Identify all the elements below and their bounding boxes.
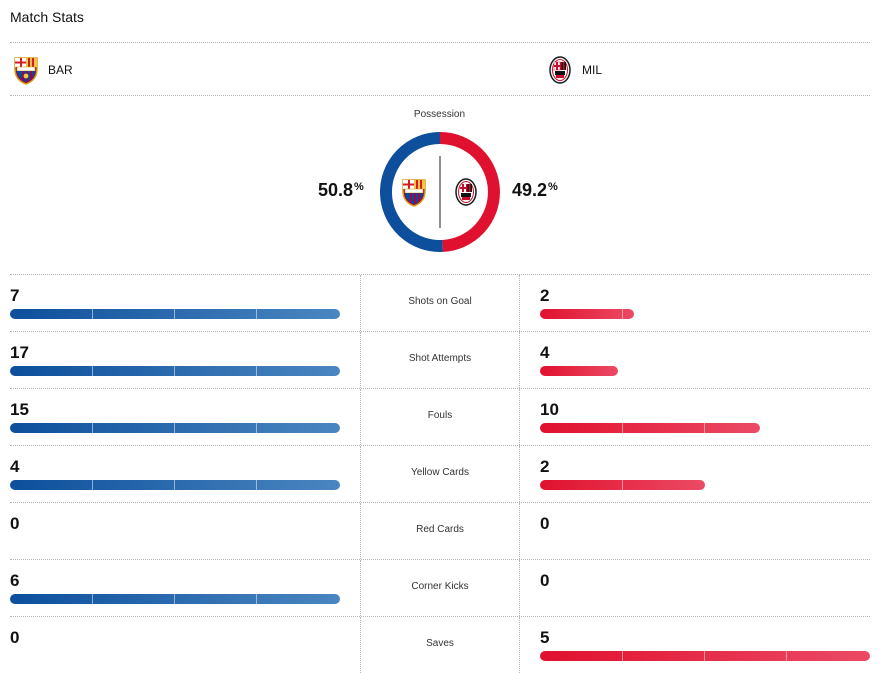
home-stat-bar — [10, 366, 340, 376]
away-stat-value: 2 — [540, 457, 550, 476]
bar-segment-tick — [622, 309, 623, 319]
column-divider — [519, 446, 520, 502]
bar-segment-tick — [704, 651, 705, 661]
page-title: Match Stats — [10, 9, 84, 25]
bar-segment-tick — [92, 423, 93, 433]
divider — [10, 42, 870, 43]
away-stat-bar — [540, 366, 618, 376]
bar-segment-tick — [704, 423, 705, 433]
away-stat-value: 5 — [540, 628, 550, 647]
fc-barcelona-crest-icon — [402, 179, 426, 207]
bar-segment-tick — [174, 480, 175, 490]
stat-label: Yellow Cards — [411, 467, 469, 478]
stat-row: 0 Saves 5 — [10, 616, 870, 673]
column-divider — [519, 617, 520, 673]
bar-segment-tick — [622, 423, 623, 433]
home-stat-bar — [10, 423, 340, 433]
bar-segment-tick — [256, 309, 257, 319]
away-stat-bar — [540, 309, 634, 319]
stat-label: Shots on Goal — [408, 296, 472, 307]
column-divider — [519, 560, 520, 616]
home-stat-value: 0 — [10, 628, 20, 647]
bar-segment-tick — [786, 651, 787, 661]
stat-row: 6 Corner Kicks 0 — [10, 559, 870, 616]
bar-segment-tick — [256, 423, 257, 433]
column-divider — [360, 389, 361, 445]
stat-row: 17 Shot Attempts 4 — [10, 331, 870, 388]
stat-row: 0 Red Cards 0 — [10, 502, 870, 559]
bar-segment-tick — [174, 423, 175, 433]
away-team[interactable]: MIL — [546, 55, 602, 85]
stat-label: Red Cards — [416, 524, 464, 535]
home-team[interactable]: BAR — [12, 55, 73, 85]
bar-segment-tick — [174, 309, 175, 319]
fc-barcelona-crest-icon — [14, 57, 38, 85]
bar-segment-tick — [256, 366, 257, 376]
away-stat-value: 0 — [540, 571, 550, 590]
bar-segment-tick — [92, 594, 93, 604]
ac-milan-crest-icon — [549, 56, 571, 84]
column-divider — [360, 503, 361, 559]
bar-segment-tick — [92, 366, 93, 376]
away-stat-value: 0 — [540, 514, 550, 533]
stat-label: Corner Kicks — [411, 581, 469, 592]
away-stat-bar — [540, 423, 760, 433]
possession-donut-chart — [380, 132, 500, 252]
bar-segment-tick — [256, 594, 257, 604]
away-stat-bar — [540, 651, 870, 661]
home-stat-value: 7 — [10, 286, 20, 305]
ac-milan-crest-icon — [455, 178, 477, 206]
column-divider — [519, 389, 520, 445]
stat-label: Shot Attempts — [408, 353, 472, 364]
column-divider — [519, 503, 520, 559]
home-stat-value: 4 — [10, 457, 20, 476]
column-divider — [360, 560, 361, 616]
away-team-abbr: MIL — [582, 63, 603, 77]
possession-label: Possession — [413, 109, 466, 120]
home-stat-value: 15 — [10, 400, 29, 419]
away-possession-value: 49.2% — [512, 180, 558, 200]
home-team-abbr: BAR — [48, 63, 73, 77]
home-stat-value: 17 — [10, 343, 29, 362]
column-divider — [360, 332, 361, 388]
stat-label: Saves — [426, 638, 454, 649]
home-stat-value: 0 — [10, 514, 20, 533]
stat-row: 7 Shots on Goal 2 — [10, 274, 870, 331]
bar-segment-tick — [622, 651, 623, 661]
away-stat-bar — [540, 480, 705, 490]
away-stat-value: 4 — [540, 343, 550, 362]
home-possession-value: 50.8% — [318, 180, 364, 200]
bar-segment-tick — [92, 480, 93, 490]
away-stat-value: 2 — [540, 286, 550, 305]
column-divider — [519, 332, 520, 388]
bar-segment-tick — [174, 594, 175, 604]
home-stat-bar — [10, 480, 340, 490]
bar-segment-tick — [622, 480, 623, 490]
bar-segment-tick — [174, 366, 175, 376]
stat-label: Fouls — [427, 410, 453, 421]
home-possession-arc — [380, 132, 444, 252]
away-possession-arc — [439, 132, 500, 252]
away-stat-value: 10 — [540, 400, 559, 419]
stats-table: 7 Shots on Goal 2 17 Shot Attempts 4 15 Fouls 10… — [10, 274, 870, 673]
home-stat-value: 6 — [10, 571, 20, 590]
divider — [10, 95, 870, 96]
stat-row: 4 Yellow Cards 2 — [10, 445, 870, 502]
home-stat-bar — [10, 594, 340, 604]
column-divider — [360, 275, 361, 331]
column-divider — [360, 617, 361, 673]
home-stat-bar — [10, 309, 340, 319]
column-divider — [360, 446, 361, 502]
bar-segment-tick — [256, 480, 257, 490]
bar-segment-tick — [92, 309, 93, 319]
column-divider — [519, 275, 520, 331]
stat-row: 15 Fouls 10 — [10, 388, 870, 445]
